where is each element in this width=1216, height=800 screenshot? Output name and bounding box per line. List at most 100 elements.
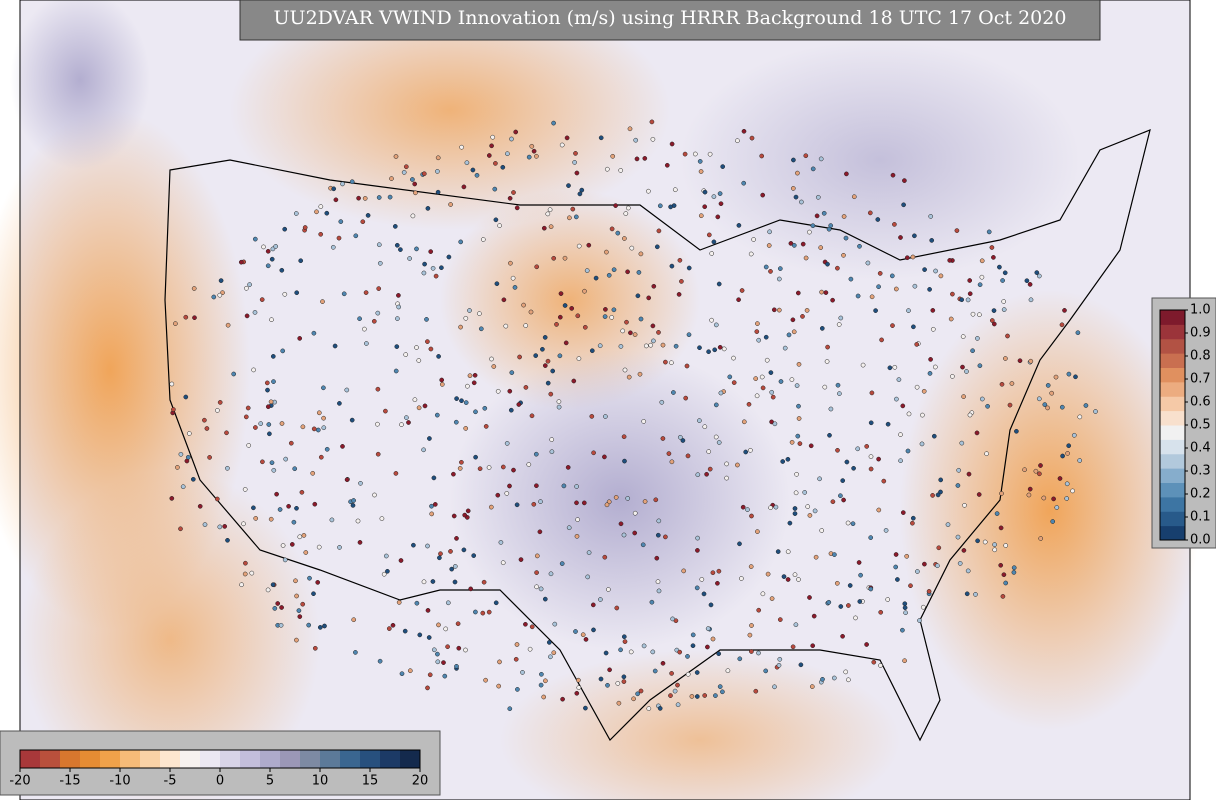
observation-dot xyxy=(1051,496,1056,502)
observation-dot xyxy=(835,447,840,453)
observation-dot xyxy=(776,276,782,282)
observation-dot xyxy=(459,398,464,404)
colorbar-tick-label: 0.8 xyxy=(1190,349,1211,364)
observation-dot xyxy=(1028,358,1034,364)
observation-dot xyxy=(253,516,259,521)
observation-dot xyxy=(655,532,661,538)
observation-dot xyxy=(445,644,450,650)
observation-dot xyxy=(576,685,582,690)
observation-dot xyxy=(655,579,661,585)
observation-dot xyxy=(788,241,794,246)
observation-dot xyxy=(622,236,627,241)
observation-dot xyxy=(795,170,800,176)
observation-dot xyxy=(430,265,436,271)
observation-dot xyxy=(511,467,516,473)
colorbar-right: 0.0 0.1 0.2 0.3 0.4 0.5 0.6 0.7 0.8 0.9 1.0 xyxy=(1159,303,1211,548)
observation-dot xyxy=(381,571,387,577)
observation-dot xyxy=(498,540,504,545)
observation-dot xyxy=(713,693,718,698)
observation-dot xyxy=(241,521,246,527)
observation-dot xyxy=(832,552,837,557)
observation-dot xyxy=(268,516,274,522)
observation-dot xyxy=(482,405,488,411)
observation-dot xyxy=(622,639,628,644)
observation-dot xyxy=(1062,308,1067,313)
observation-dot xyxy=(472,372,478,378)
observation-dot xyxy=(459,144,464,150)
observation-dot xyxy=(523,621,528,627)
observation-dot xyxy=(202,522,208,527)
colorbar-tick-label: 0.4 xyxy=(1190,441,1211,456)
observation-dot xyxy=(929,238,935,243)
observation-dot xyxy=(183,394,189,400)
observation-dot xyxy=(676,292,682,297)
observation-dot xyxy=(858,572,863,578)
observation-dot xyxy=(724,475,729,481)
observation-dot xyxy=(383,553,389,559)
observation-dot xyxy=(298,258,304,264)
observation-dot xyxy=(777,656,783,662)
observation-dot xyxy=(785,577,791,582)
observation-dot xyxy=(249,570,255,576)
observation-dot xyxy=(967,412,973,418)
observation-dot xyxy=(825,261,830,267)
observation-dot xyxy=(656,228,662,234)
observation-dot xyxy=(375,421,380,427)
observation-dot xyxy=(735,462,740,468)
observation-dot xyxy=(407,668,413,674)
observation-dot xyxy=(173,321,178,326)
observation-dot xyxy=(999,491,1004,496)
observation-dot xyxy=(169,381,175,387)
observation-dot xyxy=(982,539,988,545)
colorbar-segment xyxy=(1160,310,1185,325)
observation-dot xyxy=(626,374,632,380)
observation-dot xyxy=(289,542,295,547)
observation-dot xyxy=(740,504,746,510)
observation-dot xyxy=(711,194,717,199)
observation-dot xyxy=(739,288,745,293)
observation-dot xyxy=(489,356,494,362)
observation-dot xyxy=(183,314,189,320)
observation-dot xyxy=(379,516,385,521)
observation-dot xyxy=(214,496,220,502)
observation-dot xyxy=(686,265,692,271)
observation-dot xyxy=(512,285,518,290)
observation-dot xyxy=(638,251,644,257)
observation-dot xyxy=(508,407,514,413)
observation-dot xyxy=(820,676,825,682)
observation-dot xyxy=(634,156,640,162)
observation-dot xyxy=(756,650,761,656)
observation-dot xyxy=(564,135,570,141)
observation-dot xyxy=(542,335,548,340)
observation-dot xyxy=(838,315,844,321)
observation-dot xyxy=(1042,402,1048,407)
observation-dot xyxy=(464,160,470,166)
observation-dot xyxy=(796,361,802,367)
observation-dot xyxy=(713,434,719,440)
observation-dot xyxy=(807,229,812,235)
observation-dot xyxy=(976,492,982,497)
observation-dot xyxy=(449,566,455,572)
observation-dot xyxy=(314,209,319,215)
observation-dot xyxy=(457,466,463,471)
observation-dot xyxy=(1054,505,1060,510)
observation-dot xyxy=(1003,580,1009,586)
observation-dots xyxy=(169,119,1098,712)
observation-dot xyxy=(394,242,400,248)
observation-dot xyxy=(192,315,197,321)
observation-dot xyxy=(175,465,180,470)
observation-dot xyxy=(796,577,801,582)
colorbar-segment xyxy=(1160,353,1185,368)
observation-dot xyxy=(810,166,816,172)
observation-dot xyxy=(425,543,430,549)
observation-dot xyxy=(275,601,281,606)
observation-dot xyxy=(547,207,553,213)
observation-dot xyxy=(244,313,250,319)
observation-dot xyxy=(895,577,900,582)
observation-dot xyxy=(919,441,925,447)
observation-dot xyxy=(439,377,445,383)
colorbar-segment xyxy=(1160,496,1185,512)
observation-dot xyxy=(412,397,418,403)
observation-dot xyxy=(753,376,759,381)
observation-dot xyxy=(269,317,274,323)
